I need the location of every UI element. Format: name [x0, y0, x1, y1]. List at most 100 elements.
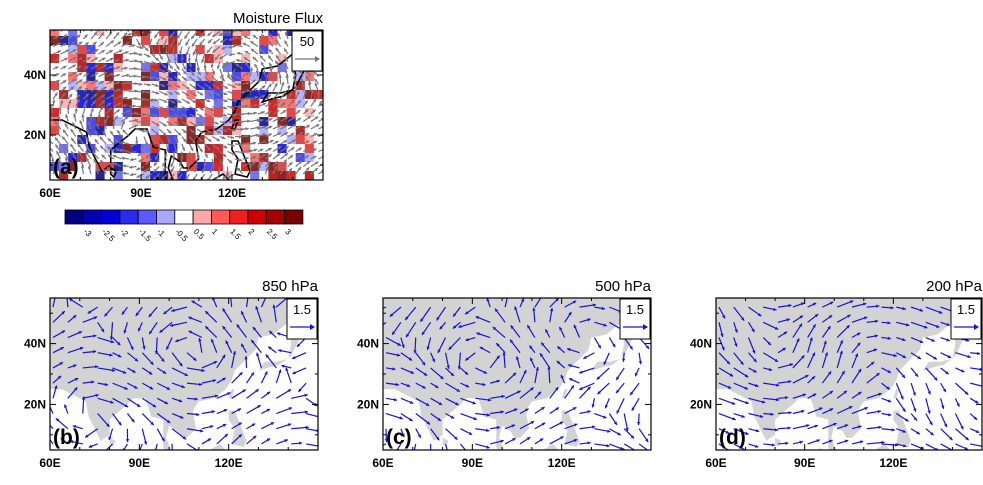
shade-cell — [141, 36, 150, 45]
shade-cell — [205, 162, 214, 171]
shade-cell — [259, 144, 268, 153]
colorbar-box — [248, 210, 266, 224]
vector — [306, 414, 321, 418]
lon-label: 60E — [39, 456, 60, 470]
colorbar-label: -3 — [82, 227, 94, 239]
colorbar-box — [83, 210, 101, 224]
lon-label: 90E — [794, 456, 815, 470]
ref-value: 1.5 — [293, 302, 311, 317]
shade-cell — [68, 63, 77, 72]
vector-head — [892, 428, 895, 431]
land — [893, 389, 899, 398]
vector-head — [377, 445, 380, 448]
vector — [318, 148, 325, 151]
colorbar-box — [211, 210, 229, 224]
panel-label: (a) — [53, 156, 79, 179]
vector-head — [788, 411, 791, 414]
panel-label: (b) — [53, 426, 80, 449]
vector — [83, 26, 86, 31]
vector-head — [139, 83, 142, 86]
shade-cell — [50, 36, 59, 45]
land — [775, 438, 781, 447]
shade-cell — [86, 99, 95, 108]
colorbar-box — [193, 210, 211, 224]
lat-label: 40N — [24, 68, 46, 82]
land — [819, 447, 846, 471]
lat-label: 20N — [690, 397, 712, 411]
lat-label: 40N — [24, 337, 46, 351]
colorbar-label: 1.5 — [228, 227, 243, 242]
vector-head — [58, 26, 61, 29]
vector — [624, 444, 639, 453]
lon-label: 60E — [372, 456, 393, 470]
vector-head — [299, 442, 302, 445]
vector-head — [775, 428, 778, 431]
vector-head — [113, 22, 116, 25]
vector-head — [64, 26, 67, 29]
vector-head — [229, 290, 232, 293]
lon-label: 120E — [548, 456, 576, 470]
vector-head — [81, 114, 84, 117]
vector-head — [785, 442, 788, 445]
colorbar-label: 1 — [210, 227, 220, 237]
vector-head — [126, 439, 129, 442]
vector-head — [637, 422, 640, 425]
vector — [318, 108, 325, 114]
shade-cell — [214, 153, 223, 162]
land — [154, 447, 181, 471]
lon-label: 120E — [879, 456, 907, 470]
shade-cell — [50, 54, 59, 63]
vector — [970, 444, 983, 447]
vector-head — [977, 352, 980, 355]
vector-head — [106, 22, 109, 25]
panel-title: 500 hPa — [595, 278, 652, 295]
vector-head — [119, 25, 122, 28]
vector — [446, 444, 451, 461]
lat-label: 20N — [24, 128, 46, 142]
vector — [318, 126, 324, 129]
colorbar-label: 3 — [283, 227, 293, 237]
vector-head — [788, 426, 791, 429]
colorbar-box — [230, 210, 248, 224]
lon-label: 90E — [462, 456, 483, 470]
vector — [154, 444, 157, 458]
ref-value: 1.5 — [626, 302, 644, 317]
vector-head — [133, 104, 136, 107]
land — [229, 411, 247, 448]
vector — [306, 444, 323, 447]
vector-head — [134, 74, 137, 77]
vector — [639, 444, 651, 453]
colorbar-box — [120, 210, 138, 224]
vector-head — [91, 26, 94, 29]
ref-value: 1.5 — [957, 302, 975, 317]
colorbar-label: 2 — [247, 227, 257, 237]
shade-cell — [59, 99, 68, 108]
vector-head — [622, 359, 625, 362]
colorbar-label: -2 — [118, 227, 130, 239]
vector-head — [46, 420, 49, 423]
vector-head — [320, 445, 323, 448]
vector — [122, 26, 129, 31]
colorbar-box — [285, 210, 303, 224]
vector-head — [377, 308, 380, 311]
colorbar-label: 0.5 — [192, 227, 207, 242]
panel-title: 850 hPa — [262, 278, 319, 295]
vector-head — [100, 453, 103, 456]
vector — [970, 383, 983, 387]
vector-head — [171, 453, 174, 456]
vector-head — [153, 455, 156, 458]
vector-head — [98, 26, 101, 29]
vector — [46, 420, 53, 429]
shade-cell — [287, 171, 296, 180]
vector-head — [188, 59, 191, 62]
lon-label: 60E — [705, 456, 726, 470]
vector-head — [541, 292, 544, 295]
colorbar-box — [157, 210, 175, 224]
shade-cell — [259, 171, 268, 180]
vector-head — [65, 292, 68, 295]
land — [156, 177, 183, 201]
vector-head — [46, 137, 49, 140]
lat-label: 40N — [357, 337, 379, 351]
vector-head — [247, 290, 250, 293]
vector — [76, 26, 79, 31]
